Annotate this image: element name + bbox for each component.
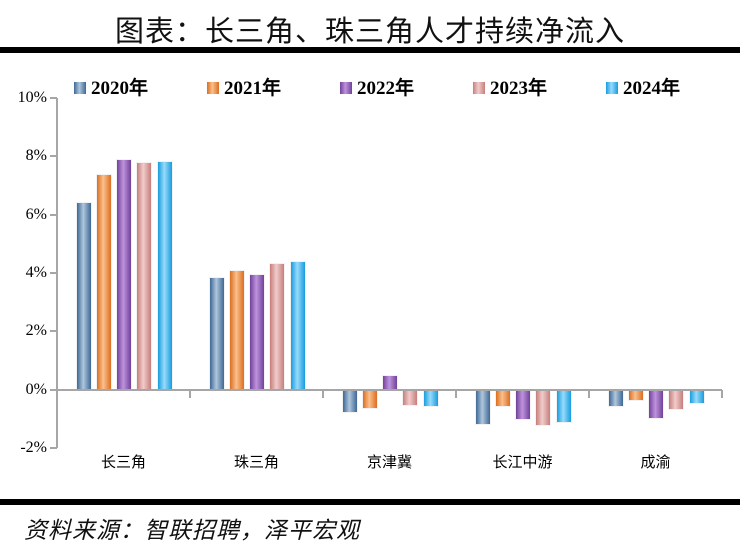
legend-swatch-icon bbox=[206, 81, 220, 95]
y-axis-line bbox=[56, 98, 58, 448]
bar-2022年-长江中游 bbox=[515, 389, 532, 421]
y-tick bbox=[50, 447, 57, 449]
y-tick bbox=[50, 330, 57, 333]
x-tick bbox=[721, 389, 723, 398]
y-tick bbox=[50, 388, 57, 391]
chart-title: 图表：长三角、珠三角人才持续净流入 bbox=[114, 16, 625, 48]
bar-2023年-珠三角 bbox=[269, 262, 286, 390]
top-divider bbox=[0, 47, 740, 53]
bar-2024年-京津冀 bbox=[422, 389, 439, 408]
bar-2021年-成渝 bbox=[627, 389, 644, 402]
bar-2022年-京津冀 bbox=[382, 375, 399, 390]
bar-2020年-京津冀 bbox=[341, 389, 358, 413]
legend-swatch-icon bbox=[339, 81, 353, 95]
bar-2024年-珠三角 bbox=[289, 261, 306, 390]
bar-2021年-长三角 bbox=[95, 173, 112, 390]
bar-2021年-京津冀 bbox=[361, 389, 378, 409]
legend-label: 2022年 bbox=[357, 77, 415, 99]
x-tick bbox=[189, 389, 191, 398]
y-tick bbox=[50, 155, 57, 158]
bar-2024年-成渝 bbox=[688, 389, 705, 405]
y-tick bbox=[50, 272, 57, 274]
bar-2022年-珠三角 bbox=[249, 274, 266, 390]
y-tick-label: 8% bbox=[25, 147, 47, 165]
y-tick-label: 0% bbox=[25, 380, 47, 398]
legend-entry: 2021年 bbox=[206, 78, 281, 98]
legend-entry: 2023年 bbox=[472, 78, 547, 98]
legend-label: 2021年 bbox=[224, 77, 282, 99]
x-tick bbox=[455, 389, 457, 398]
x-axis-label-京津冀: 京津冀 bbox=[366, 455, 412, 471]
bar-2021年-珠三角 bbox=[228, 270, 245, 390]
bar-2020年-长三角 bbox=[75, 201, 92, 390]
bottom-divider bbox=[0, 499, 740, 505]
y-tick-label: 4% bbox=[25, 264, 47, 281]
legend-label: 2023年 bbox=[490, 77, 548, 99]
legend-label: 2024年 bbox=[623, 77, 681, 99]
bar-2020年-珠三角 bbox=[208, 277, 225, 390]
bar-2022年-成渝 bbox=[648, 389, 665, 419]
x-tick bbox=[56, 389, 58, 398]
x-tick bbox=[322, 389, 324, 398]
bar-2021年-长江中游 bbox=[494, 389, 511, 408]
y-tick bbox=[50, 97, 57, 99]
x-axis-label-长江中游: 长江中游 bbox=[492, 455, 553, 471]
y-tick-label: 6% bbox=[25, 205, 47, 223]
y-tick-label: 10% bbox=[17, 89, 47, 106]
bar-2024年-长三角 bbox=[156, 160, 173, 390]
y-tick-label: 2% bbox=[25, 322, 47, 340]
x-tick bbox=[588, 389, 590, 398]
bar-2023年-京津冀 bbox=[402, 389, 419, 406]
bar-2020年-成渝 bbox=[607, 389, 624, 408]
bar-2023年-长江中游 bbox=[535, 389, 552, 427]
x-axis-label-成渝: 成渝 bbox=[640, 455, 671, 471]
y-tick bbox=[50, 213, 57, 216]
bar-2024年-长江中游 bbox=[555, 389, 572, 424]
legend-label: 2020年 bbox=[91, 77, 149, 99]
bar-2022年-长三角 bbox=[116, 159, 133, 390]
bar-2020年-长江中游 bbox=[474, 389, 491, 425]
legend-swatch-icon bbox=[472, 81, 486, 95]
bar-chart: 2020年 2021年 2022年 2023年 2024年 10% 8% 6% 4% 2% 0% -2… bbox=[0, 58, 740, 496]
bar-2023年-成渝 bbox=[668, 389, 685, 411]
legend-swatch-icon bbox=[73, 81, 87, 95]
x-axis-line bbox=[57, 388, 722, 391]
x-axis-label-长三角: 长三角 bbox=[100, 455, 146, 471]
legend-entry: 2022年 bbox=[339, 78, 414, 98]
legend-swatch-icon bbox=[605, 81, 619, 95]
bar-2023年-长三角 bbox=[136, 162, 153, 390]
legend-entry: 2020年 bbox=[73, 78, 148, 98]
legend-entry: 2024年 bbox=[605, 78, 680, 98]
source-note: 资料来源：智联招聘，泽平宏观 bbox=[24, 518, 360, 543]
x-axis-label-珠三角: 珠三角 bbox=[233, 455, 279, 471]
y-tick-label: -2% bbox=[20, 439, 47, 456]
